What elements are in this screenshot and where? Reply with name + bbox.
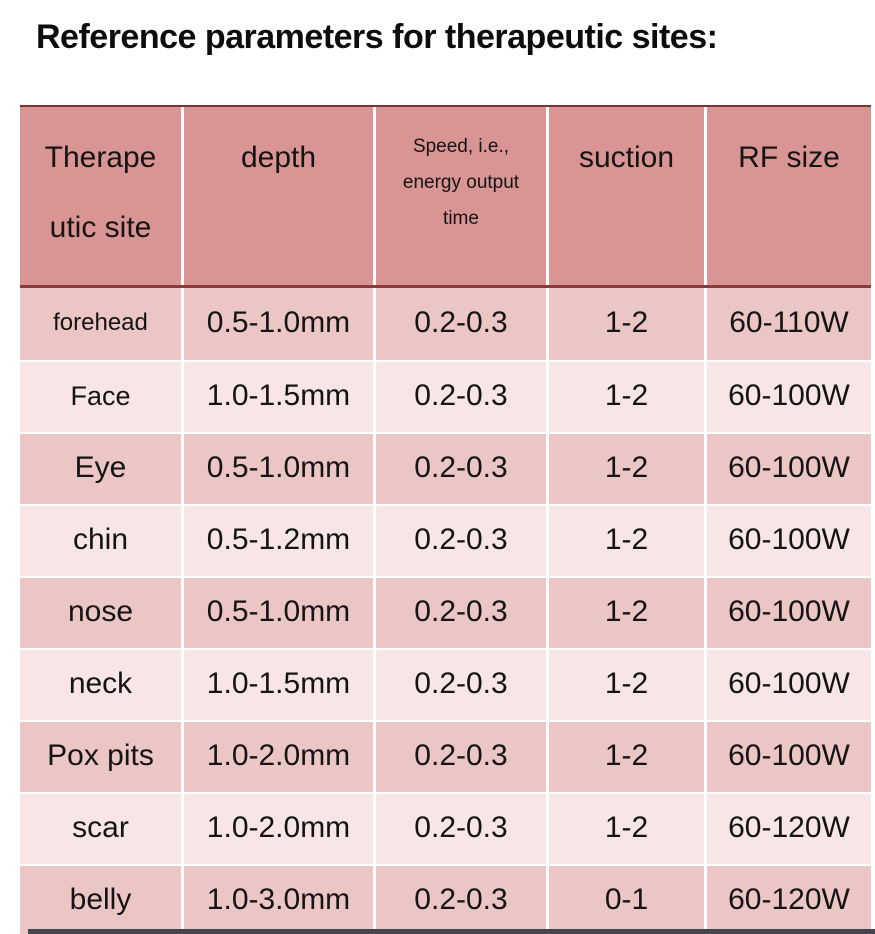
cell-suction: 1-2 xyxy=(546,578,704,648)
cell-site: Pox pits xyxy=(47,739,154,772)
column-header-speed: Speed, i.e., energy output time xyxy=(373,107,546,285)
table-row: belly 1.0-3.0mm 0.2-0.3 0-1 60-120W xyxy=(20,864,871,934)
header-line: depth xyxy=(240,141,317,174)
column-header-depth: depth xyxy=(181,107,373,285)
cell-depth: 1.0-1.5mm xyxy=(181,362,373,432)
cell-site: neck xyxy=(68,667,133,700)
cell-rf: 60-120W xyxy=(704,794,871,864)
table-row: Face 1.0-1.5mm 0.2-0.3 1-2 60-100W xyxy=(20,360,871,432)
cell-rf: 60-100W xyxy=(704,506,871,576)
cell-site: scar xyxy=(72,811,129,844)
table-row: nose 0.5-1.0mm 0.2-0.3 1-2 60-100W xyxy=(20,576,871,648)
cell-speed: 0.2-0.3 xyxy=(373,362,546,432)
cell-speed: 0.2-0.3 xyxy=(373,722,546,792)
cell-speed: 0.2-0.3 xyxy=(373,650,546,720)
header-line: energy output xyxy=(402,172,520,193)
cell-rf: 60-100W xyxy=(704,434,871,504)
cell-speed: 0.2-0.3 xyxy=(373,866,546,934)
cell-site: Face xyxy=(70,381,131,411)
cell-suction: 1-2 xyxy=(546,506,704,576)
header-line: RF size xyxy=(738,141,840,174)
cell-suction: 1-2 xyxy=(546,722,704,792)
table-row: scar 1.0-2.0mm 0.2-0.3 1-2 60-120W xyxy=(20,792,871,864)
cell-suction: 1-2 xyxy=(546,650,704,720)
cell-depth: 1.0-2.0mm xyxy=(181,722,373,792)
header-line: Therape xyxy=(44,141,157,174)
cell-speed: 0.2-0.3 xyxy=(373,794,546,864)
table-row: chin 0.5-1.2mm 0.2-0.3 1-2 60-100W xyxy=(20,504,871,576)
cell-depth: 0.5-1.2mm xyxy=(181,506,373,576)
cell-suction: 1-2 xyxy=(546,362,704,432)
cell-rf: 60-100W xyxy=(704,362,871,432)
cell-site: nose xyxy=(67,595,134,628)
cell-speed: 0.2-0.3 xyxy=(373,434,546,504)
page-title: Reference parameters for therapeutic sit… xyxy=(36,18,718,56)
cell-suction: 0-1 xyxy=(546,866,704,934)
cell-rf: 60-100W xyxy=(704,578,871,648)
cell-site: forehead xyxy=(53,309,148,336)
table-row: Eye 0.5-1.0mm 0.2-0.3 1-2 60-100W xyxy=(20,432,871,504)
table-body: forehead 0.5-1.0mm 0.2-0.3 1-2 60-110W Face 1.… xyxy=(20,288,871,934)
bottom-edge-strip xyxy=(28,929,875,934)
table-row: neck 1.0-1.5mm 0.2-0.3 1-2 60-100W xyxy=(20,648,871,720)
cell-speed: 0.2-0.3 xyxy=(373,506,546,576)
parameters-table: Therape utic site depth Speed, i.e., ene… xyxy=(20,105,871,934)
cell-suction: 1-2 xyxy=(546,288,704,360)
table-row: forehead 0.5-1.0mm 0.2-0.3 1-2 60-110W xyxy=(20,288,871,360)
header-line: time xyxy=(443,208,479,229)
header-line: utic site xyxy=(49,211,152,244)
cell-depth: 1.0-3.0mm xyxy=(181,866,373,934)
cell-depth: 1.0-2.0mm xyxy=(181,794,373,864)
header-line: suction xyxy=(578,141,675,174)
cell-site: Eye xyxy=(74,451,127,484)
column-header-suction: suction xyxy=(546,107,704,285)
cell-suction: 1-2 xyxy=(546,434,704,504)
cell-suction: 1-2 xyxy=(546,794,704,864)
cell-depth: 0.5-1.0mm xyxy=(181,434,373,504)
table-header-row: Therape utic site depth Speed, i.e., ene… xyxy=(20,107,871,288)
column-header-therapeutic-site: Therape utic site xyxy=(20,107,181,285)
cell-site: chin xyxy=(72,523,129,556)
cell-depth: 1.0-1.5mm xyxy=(181,650,373,720)
header-line: Speed, i.e., xyxy=(412,136,510,157)
cell-rf: 60-100W xyxy=(704,650,871,720)
cell-depth: 0.5-1.0mm xyxy=(181,578,373,648)
cell-site: belly xyxy=(69,883,132,916)
column-header-rf-size: RF size xyxy=(704,107,871,285)
cell-speed: 0.2-0.3 xyxy=(373,578,546,648)
cell-depth: 0.5-1.0mm xyxy=(181,288,373,360)
cell-rf: 60-120W xyxy=(704,866,871,934)
cell-rf: 60-100W xyxy=(704,722,871,792)
table-row: Pox pits 1.0-2.0mm 0.2-0.3 1-2 60-100W xyxy=(20,720,871,792)
cell-rf: 60-110W xyxy=(704,288,871,360)
cell-speed: 0.2-0.3 xyxy=(373,288,546,360)
